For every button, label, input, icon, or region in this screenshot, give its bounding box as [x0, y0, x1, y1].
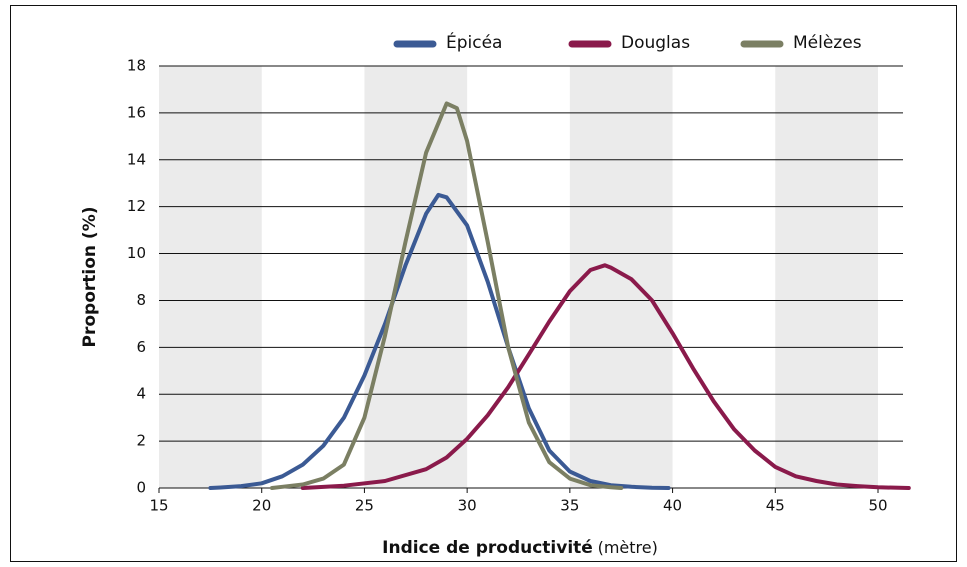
x-tick-label: 35 [560, 497, 579, 515]
y-tick-label: 4 [136, 385, 146, 403]
band [364, 66, 468, 488]
x-tick-label: 15 [149, 497, 168, 515]
x-tick-label: 20 [252, 497, 271, 515]
series-line [208, 192, 671, 490]
legend-label: Épicéa [446, 31, 502, 53]
y-axis-label: Proportion (%) [80, 207, 100, 348]
y-tick-label: 14 [127, 150, 146, 168]
legend-label: Douglas [621, 33, 690, 53]
series-line [300, 263, 911, 490]
band [775, 66, 878, 488]
y-tick-label: 12 [127, 197, 146, 215]
x-label-unit: (mètre) [598, 538, 658, 557]
frame [10, 5, 957, 562]
x-tick-label: 40 [663, 497, 682, 515]
series-line [270, 101, 624, 490]
x-tick-label: 50 [868, 497, 887, 515]
y-tick-label: 6 [136, 338, 146, 356]
y-tick-label: 8 [136, 291, 146, 309]
y-tick-label: 2 [136, 432, 146, 450]
x-tick-label: 25 [355, 497, 374, 515]
y-tick-label: 16 [127, 103, 146, 121]
x-axis-label: Indice de productivité (mètre) [382, 538, 658, 559]
x-label-main: Indice de productivité [382, 538, 593, 558]
labels: 0 2 4 6 8 10 12 14 16 18 15 20 25 30 35 40 45 50 Épicéa Dou… [127, 31, 888, 515]
band [569, 66, 673, 488]
y-tick-label: 10 [127, 244, 146, 262]
lines [208, 101, 911, 490]
band [159, 66, 262, 488]
bands [159, 66, 878, 488]
y-tick-label: 0 [136, 479, 146, 497]
x-tick-label: 30 [458, 497, 477, 515]
y-tick-label: 18 [127, 57, 146, 75]
legend-label: Mélèzes [793, 33, 862, 53]
x-tick-label: 45 [766, 497, 785, 515]
